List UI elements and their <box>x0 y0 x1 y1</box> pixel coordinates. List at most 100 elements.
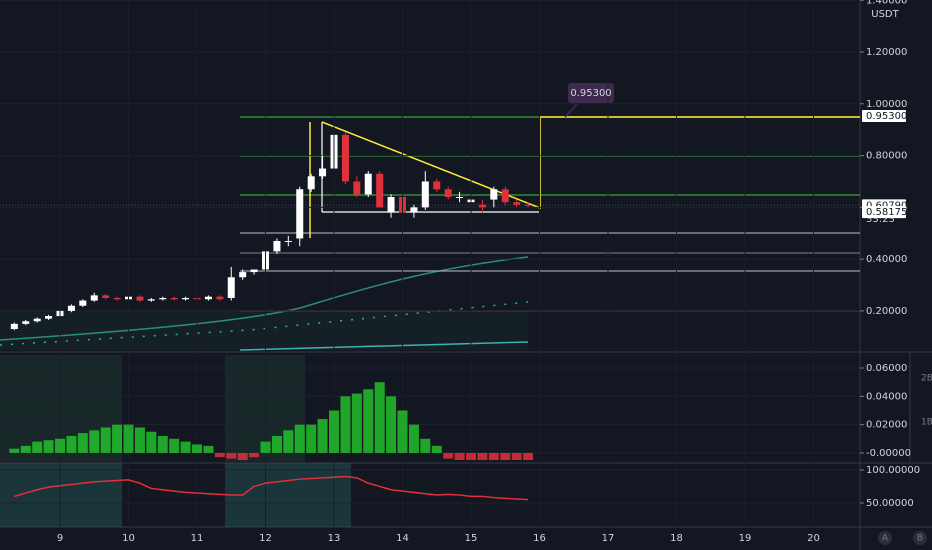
candle-body <box>90 295 98 301</box>
bar <box>454 452 465 461</box>
candle-body <box>33 318 41 322</box>
y-tick-label: 0.06000 <box>866 363 907 374</box>
y2-tick-label: 2B <box>921 373 932 383</box>
price-label: 0.95300 <box>866 111 907 122</box>
candle-body <box>501 189 509 203</box>
button[interactable] <box>913 531 927 545</box>
annotation-pointer <box>564 102 579 118</box>
bar <box>294 424 305 453</box>
candle-body <box>102 295 110 298</box>
price-label: 0.60790 <box>866 200 907 211</box>
bar <box>192 444 203 453</box>
candle-body <box>216 296 224 300</box>
y-tick-label: -0.00000 <box>866 448 911 459</box>
ma-area <box>0 310 528 350</box>
bar <box>477 452 488 461</box>
bar <box>351 393 362 453</box>
candle-body <box>45 316 53 319</box>
candle-body <box>387 197 395 213</box>
bar <box>249 452 260 458</box>
candle-body <box>113 297 121 300</box>
y-tick-label: 0.40000 <box>866 254 907 265</box>
candle-body <box>67 305 75 311</box>
annotation-box <box>568 83 614 103</box>
bar <box>271 435 282 453</box>
line <box>14 475 529 501</box>
bar <box>328 410 339 453</box>
x-tick-label: 20 <box>807 533 820 544</box>
candle-body <box>341 134 349 182</box>
button-label[interactable]: A <box>882 534 889 544</box>
candle-body <box>444 189 452 198</box>
y-tick-label: 100.00000 <box>866 465 920 476</box>
triangle-base <box>321 122 540 213</box>
countdown: 33:23 <box>866 214 895 225</box>
bar <box>317 418 328 453</box>
candle-body <box>250 269 258 273</box>
candle-body <box>376 173 384 208</box>
bar <box>123 424 134 453</box>
bar <box>374 382 385 453</box>
bar <box>146 431 157 453</box>
highlight-zone <box>225 463 351 527</box>
candle-body <box>307 176 315 190</box>
bar <box>306 424 317 453</box>
bar <box>89 430 100 453</box>
candle-body <box>227 277 235 298</box>
x-tick-label: 11 <box>191 533 204 544</box>
bar <box>283 430 294 453</box>
candle-body <box>490 189 498 200</box>
bar <box>465 452 476 461</box>
bar <box>488 452 499 461</box>
candle-body <box>478 204 486 208</box>
bar <box>511 452 522 461</box>
y-tick-label: 0.80000 <box>866 151 907 162</box>
y-tick-label: 0.20000 <box>866 306 907 317</box>
candle-body <box>170 297 178 300</box>
x-tick-label: 15 <box>465 533 478 544</box>
x-tick-label: 13 <box>328 533 341 544</box>
candle-body <box>513 202 521 205</box>
candle-body <box>273 241 281 252</box>
candle-body <box>159 297 167 300</box>
bar <box>363 389 374 453</box>
bar <box>420 438 431 453</box>
y-tick-label: 0.02000 <box>866 420 907 431</box>
bar <box>500 452 511 461</box>
x-tick-label: 14 <box>396 533 409 544</box>
y2-tick-label: 1B <box>921 417 932 427</box>
button-label[interactable]: B <box>917 534 923 544</box>
price-label-box <box>862 206 906 219</box>
candle-body <box>136 296 144 301</box>
bar <box>66 435 77 453</box>
bar <box>386 396 397 453</box>
candle-body <box>10 323 18 330</box>
bar <box>523 452 534 461</box>
bar <box>157 435 168 453</box>
candle-body <box>353 181 361 195</box>
candle-body <box>524 204 532 206</box>
bar <box>180 441 191 453</box>
y-tick-label: 1.20000 <box>866 47 907 58</box>
bar <box>260 441 271 453</box>
candle-body <box>204 296 212 300</box>
candle-body <box>421 181 429 208</box>
candle-body <box>284 241 292 243</box>
currency-label: USDT <box>871 9 899 20</box>
bar <box>226 452 237 459</box>
bar <box>77 433 88 453</box>
bar <box>443 452 454 459</box>
candle-body <box>147 299 155 301</box>
bar <box>237 452 248 461</box>
y-tick-label: 0.04000 <box>866 391 907 402</box>
price-label: 0.58175 <box>866 207 907 218</box>
bar <box>9 448 20 453</box>
y-tick-label: 50.00000 <box>866 498 914 509</box>
candle-body <box>456 197 464 199</box>
y-tick-label: 1.40000 <box>866 0 907 6</box>
y-tick-label: 1.00000 <box>866 99 907 110</box>
bar <box>397 410 408 453</box>
bar <box>408 424 419 453</box>
button[interactable] <box>878 531 892 545</box>
bar <box>431 445 442 453</box>
